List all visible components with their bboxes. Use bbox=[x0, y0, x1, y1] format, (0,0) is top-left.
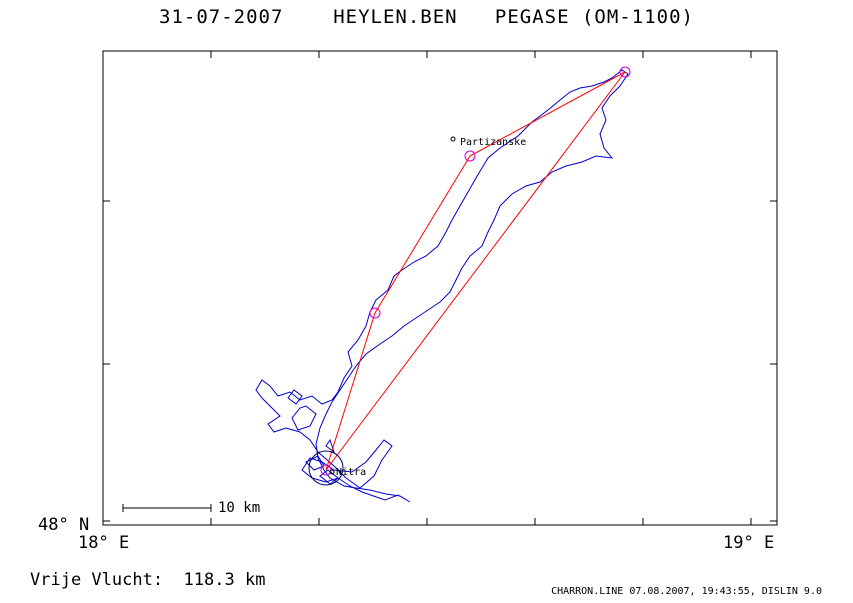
turnpoint-marker bbox=[464, 150, 476, 162]
side-ticks bbox=[103, 200, 777, 522]
place-label-partizanske: Partizanske bbox=[460, 137, 527, 148]
distance-label: Vrije Vlucht: bbox=[30, 570, 164, 590]
turnpoint-marker bbox=[369, 307, 381, 319]
glider-name: PEGASE (OM-1100) bbox=[494, 6, 694, 28]
scale-label: 10 km bbox=[218, 500, 261, 516]
bottom-ticks bbox=[210, 518, 752, 525]
place-marker bbox=[329, 469, 335, 475]
longitude-left-label: 18° E bbox=[78, 533, 130, 553]
latitude-label: 48° N bbox=[38, 515, 90, 535]
footer-credit: CHARRON.LINE 07.08.2007, 19:43:55, DISLI… bbox=[551, 586, 822, 597]
turnpoints bbox=[320, 66, 631, 476]
scale-bar bbox=[122, 504, 212, 512]
map-frame bbox=[102, 50, 778, 526]
page-title: 31-07-2007 HEYLEN.BEN PEGASE (OM-1100) bbox=[0, 6, 853, 28]
flight-track-loops bbox=[287, 389, 339, 485]
flight-date: 31-07-2007 bbox=[159, 6, 284, 28]
turnpoint-marker bbox=[619, 66, 631, 78]
place-marker bbox=[450, 136, 456, 142]
pilot-name: HEYLEN.BEN bbox=[333, 6, 458, 28]
task-route bbox=[325, 71, 626, 471]
distance-value: 118.3 km bbox=[183, 570, 266, 590]
start-cylinder bbox=[308, 450, 344, 486]
place-label-nitra: Nitra bbox=[336, 467, 367, 478]
top-ticks bbox=[210, 51, 752, 58]
free-flight-distance: Vrije Vlucht: 118.3 km bbox=[30, 570, 265, 590]
flight-track bbox=[255, 69, 629, 503]
longitude-right-label: 19° E bbox=[723, 533, 775, 553]
